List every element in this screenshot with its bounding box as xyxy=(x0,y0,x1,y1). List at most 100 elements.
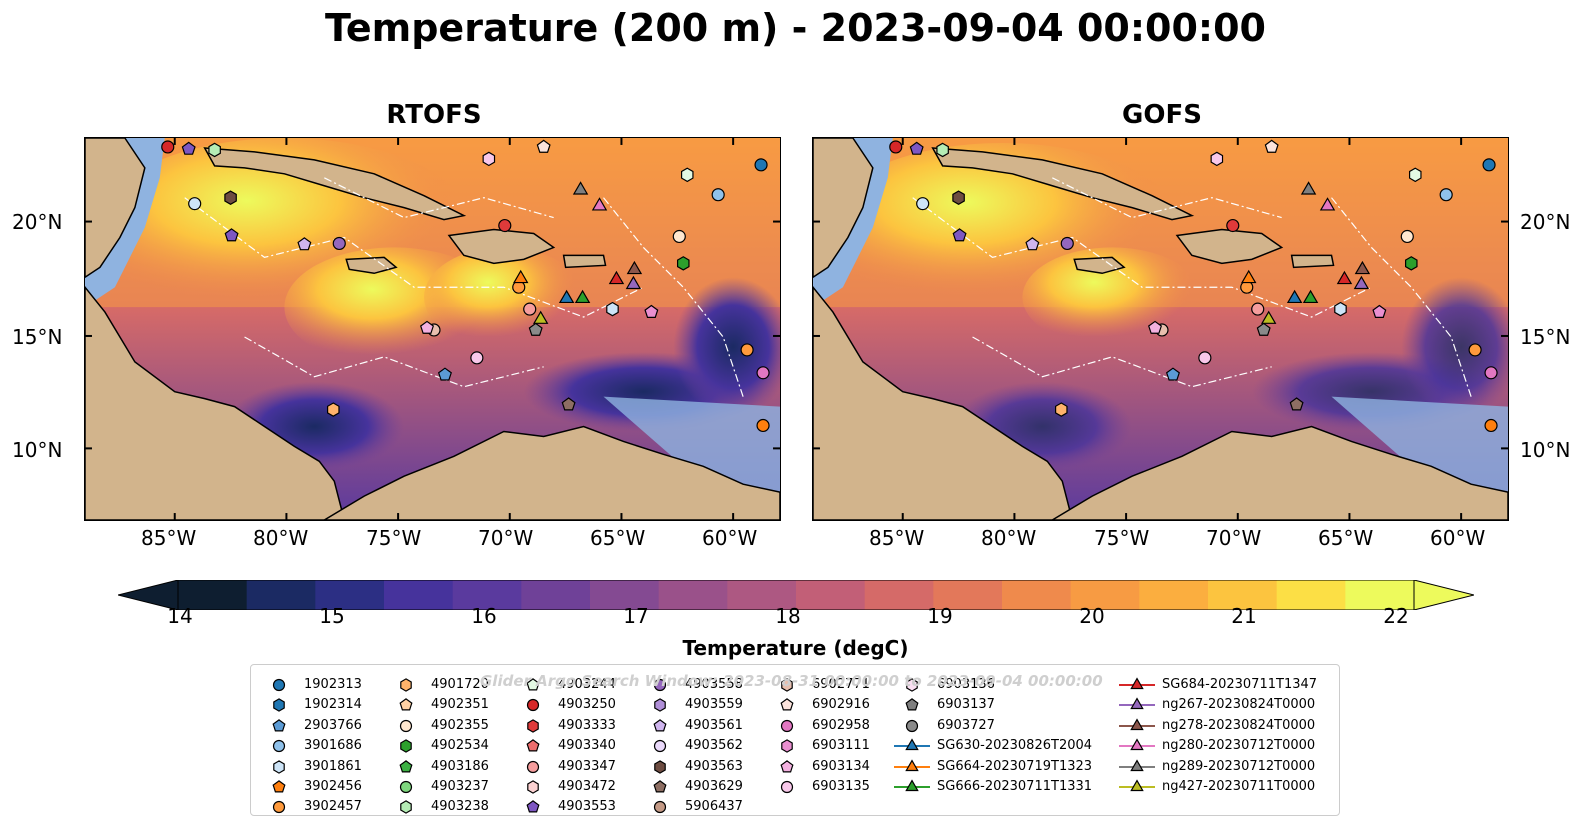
legend-marker-icon xyxy=(272,780,286,793)
legend-circle xyxy=(905,719,919,732)
watermark: Glider Argo Search Window: 2023-08-31 00… xyxy=(480,672,1103,690)
float-marker xyxy=(420,320,435,334)
legend-pentagon xyxy=(272,780,286,793)
float-marker xyxy=(1055,402,1068,417)
legend-marker-icon xyxy=(1119,677,1155,690)
shelf-region xyxy=(603,396,780,497)
float-marker xyxy=(740,343,754,357)
glider-marker xyxy=(1260,310,1277,324)
map-panel-gofs xyxy=(812,137,1509,521)
float-marker xyxy=(1439,188,1453,202)
float-marker xyxy=(224,228,239,242)
legend-marker-icon xyxy=(894,758,930,771)
legend-marker-icon xyxy=(1119,718,1155,730)
float-marker xyxy=(952,190,965,205)
legend-label: SG630-20230826T2004 xyxy=(937,738,1093,754)
legend-hexagon xyxy=(781,678,793,692)
legend-label: 4902355 xyxy=(431,717,489,733)
float-marker xyxy=(676,256,690,271)
glider-marker xyxy=(1336,270,1353,285)
legend-label: 6903136 xyxy=(937,677,995,692)
lon-tick-label: 70°W xyxy=(1206,526,1262,550)
glider-marker xyxy=(513,269,529,284)
float-marker xyxy=(1060,236,1074,251)
float-marker xyxy=(1289,397,1304,411)
glider-marker xyxy=(558,289,575,304)
land xyxy=(345,256,398,275)
glider-marker xyxy=(626,260,643,275)
float-marker xyxy=(916,197,930,211)
legend-marker-icon xyxy=(781,678,793,692)
colorbar-tick-label: 21 xyxy=(1231,604,1257,628)
land xyxy=(562,254,607,269)
land xyxy=(813,286,1074,520)
float-marker xyxy=(672,229,686,244)
map-panel-rtofs xyxy=(84,137,781,521)
legend-pentagon xyxy=(780,759,794,773)
float-marker xyxy=(1482,158,1496,172)
legend-circle xyxy=(399,780,413,794)
legend-triangle xyxy=(1130,779,1144,792)
float-marker xyxy=(297,237,312,251)
legend-marker-icon xyxy=(400,739,412,753)
legend-marker-icon xyxy=(780,698,794,711)
float-marker xyxy=(936,142,949,158)
lat-tick-label: 15°N xyxy=(12,325,63,349)
land xyxy=(85,138,146,279)
lon-tick-label: 85°W xyxy=(869,526,925,550)
glider-marker xyxy=(1300,181,1317,195)
colorbar-segment xyxy=(246,580,316,610)
legend-hexagon xyxy=(273,759,285,774)
legend-marker-icon xyxy=(272,718,286,732)
float-marker xyxy=(1165,367,1180,381)
float-marker xyxy=(470,351,484,365)
legend-hexagon xyxy=(781,739,793,753)
legend-circle xyxy=(653,801,667,814)
legend-marker-icon xyxy=(526,699,540,712)
land xyxy=(203,147,467,221)
lat-tick-label: 10°N xyxy=(12,438,63,462)
legend-hexagon xyxy=(654,759,666,774)
legend-label: 4903553 xyxy=(558,799,616,815)
legend-marker-icon xyxy=(527,780,539,794)
legend-marker-icon xyxy=(653,678,667,692)
legend-label: SG666-20230711T1331 xyxy=(937,779,1093,794)
figure-title: Temperature (200 m) - 2023-09-04 00:00:0… xyxy=(324,6,1266,50)
legend-hexagon xyxy=(400,800,412,815)
float-marker xyxy=(889,140,903,154)
colorbar-segment xyxy=(178,580,248,610)
legend-label: 4903340 xyxy=(558,738,616,754)
legend-label: 4902534 xyxy=(431,738,489,754)
legend-pentagon xyxy=(905,698,919,711)
float-marker xyxy=(1251,302,1265,316)
legend-marker-icon xyxy=(1119,758,1155,771)
colorbar-segment xyxy=(727,580,797,610)
legend-marker-icon xyxy=(654,698,666,713)
float-marker xyxy=(644,304,659,318)
colorbar-segment xyxy=(384,580,454,610)
legend-triangle xyxy=(905,779,919,792)
legend-label: 4903559 xyxy=(685,697,743,713)
colorbar-tick-label: 14 xyxy=(167,604,193,628)
float-marker xyxy=(1484,366,1498,380)
float-marker xyxy=(161,140,175,154)
lon-tick-label: 60°W xyxy=(1430,526,1486,550)
legend-marker-icon xyxy=(1119,738,1155,751)
legend-circle xyxy=(780,780,794,794)
legend-marker-icon xyxy=(400,800,412,815)
float-marker xyxy=(909,141,924,155)
legend-pentagon xyxy=(526,800,540,813)
colorbar-segment xyxy=(658,580,728,610)
legend-label: ng289-20230712T0000 xyxy=(1162,758,1316,774)
legend-circle xyxy=(780,719,794,732)
colorbar-segment xyxy=(796,580,866,610)
float-marker xyxy=(1256,322,1271,336)
legend-marker-icon xyxy=(653,740,667,753)
legend-marker-icon xyxy=(273,698,285,713)
colorbar-segment xyxy=(521,580,591,610)
legend-circle xyxy=(272,678,286,692)
float-marker xyxy=(1334,301,1347,317)
legend-marker-icon xyxy=(399,719,413,732)
lat-tick-label: 20°N xyxy=(12,210,63,234)
legend-marker-icon xyxy=(653,780,667,793)
